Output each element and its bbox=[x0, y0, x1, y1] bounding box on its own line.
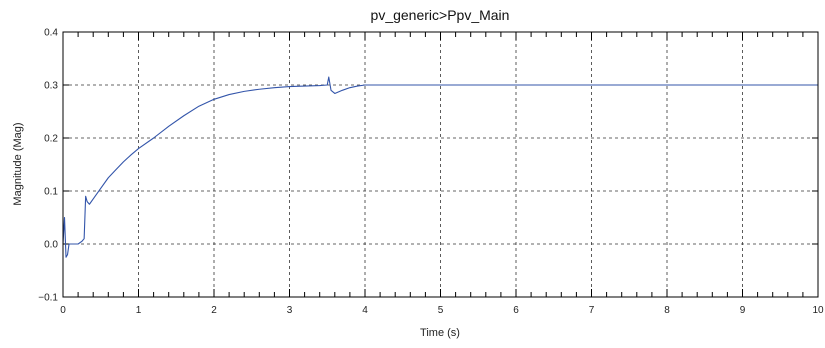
x-tick-label: 9 bbox=[740, 305, 746, 316]
y-axis-label: Magnitude (Mag) bbox=[12, 122, 24, 205]
y-tick-label: 0.3 bbox=[44, 81, 58, 92]
y-tick-label: 0.1 bbox=[44, 187, 58, 198]
x-tick-label: 7 bbox=[589, 305, 595, 316]
y-tick-label: −0.1 bbox=[38, 293, 58, 304]
x-tick-label: 10 bbox=[812, 305, 824, 316]
y-tick-label: 0.0 bbox=[44, 240, 58, 251]
axis-ticks bbox=[62, 31, 819, 298]
x-tick-labels: 0 1 2 3 4 5 6 7 8 9 10 bbox=[60, 305, 824, 316]
y-tick-labels: −0.1 0.0 0.1 0.2 0.3 0.4 bbox=[38, 28, 58, 304]
chart-title: pv_generic>Ppv_Main bbox=[371, 7, 510, 23]
x-tick-label: 1 bbox=[136, 305, 142, 316]
x-tick-label: 4 bbox=[362, 305, 368, 316]
grid bbox=[63, 32, 818, 297]
x-tick-label: 3 bbox=[287, 305, 293, 316]
series-layer bbox=[62, 76, 818, 258]
x-tick-label: 0 bbox=[60, 305, 66, 316]
plot-frame bbox=[62, 31, 819, 298]
x-tick-label: 5 bbox=[438, 305, 444, 316]
x-tick-label: 2 bbox=[211, 305, 217, 316]
y-tick-label: 0.2 bbox=[44, 134, 58, 145]
series-line bbox=[62, 76, 818, 258]
x-tick-label: 8 bbox=[664, 305, 670, 316]
x-axis-label: Time (s) bbox=[420, 327, 460, 339]
y-tick-label: 0.4 bbox=[44, 28, 58, 39]
x-tick-label: 6 bbox=[513, 305, 519, 316]
